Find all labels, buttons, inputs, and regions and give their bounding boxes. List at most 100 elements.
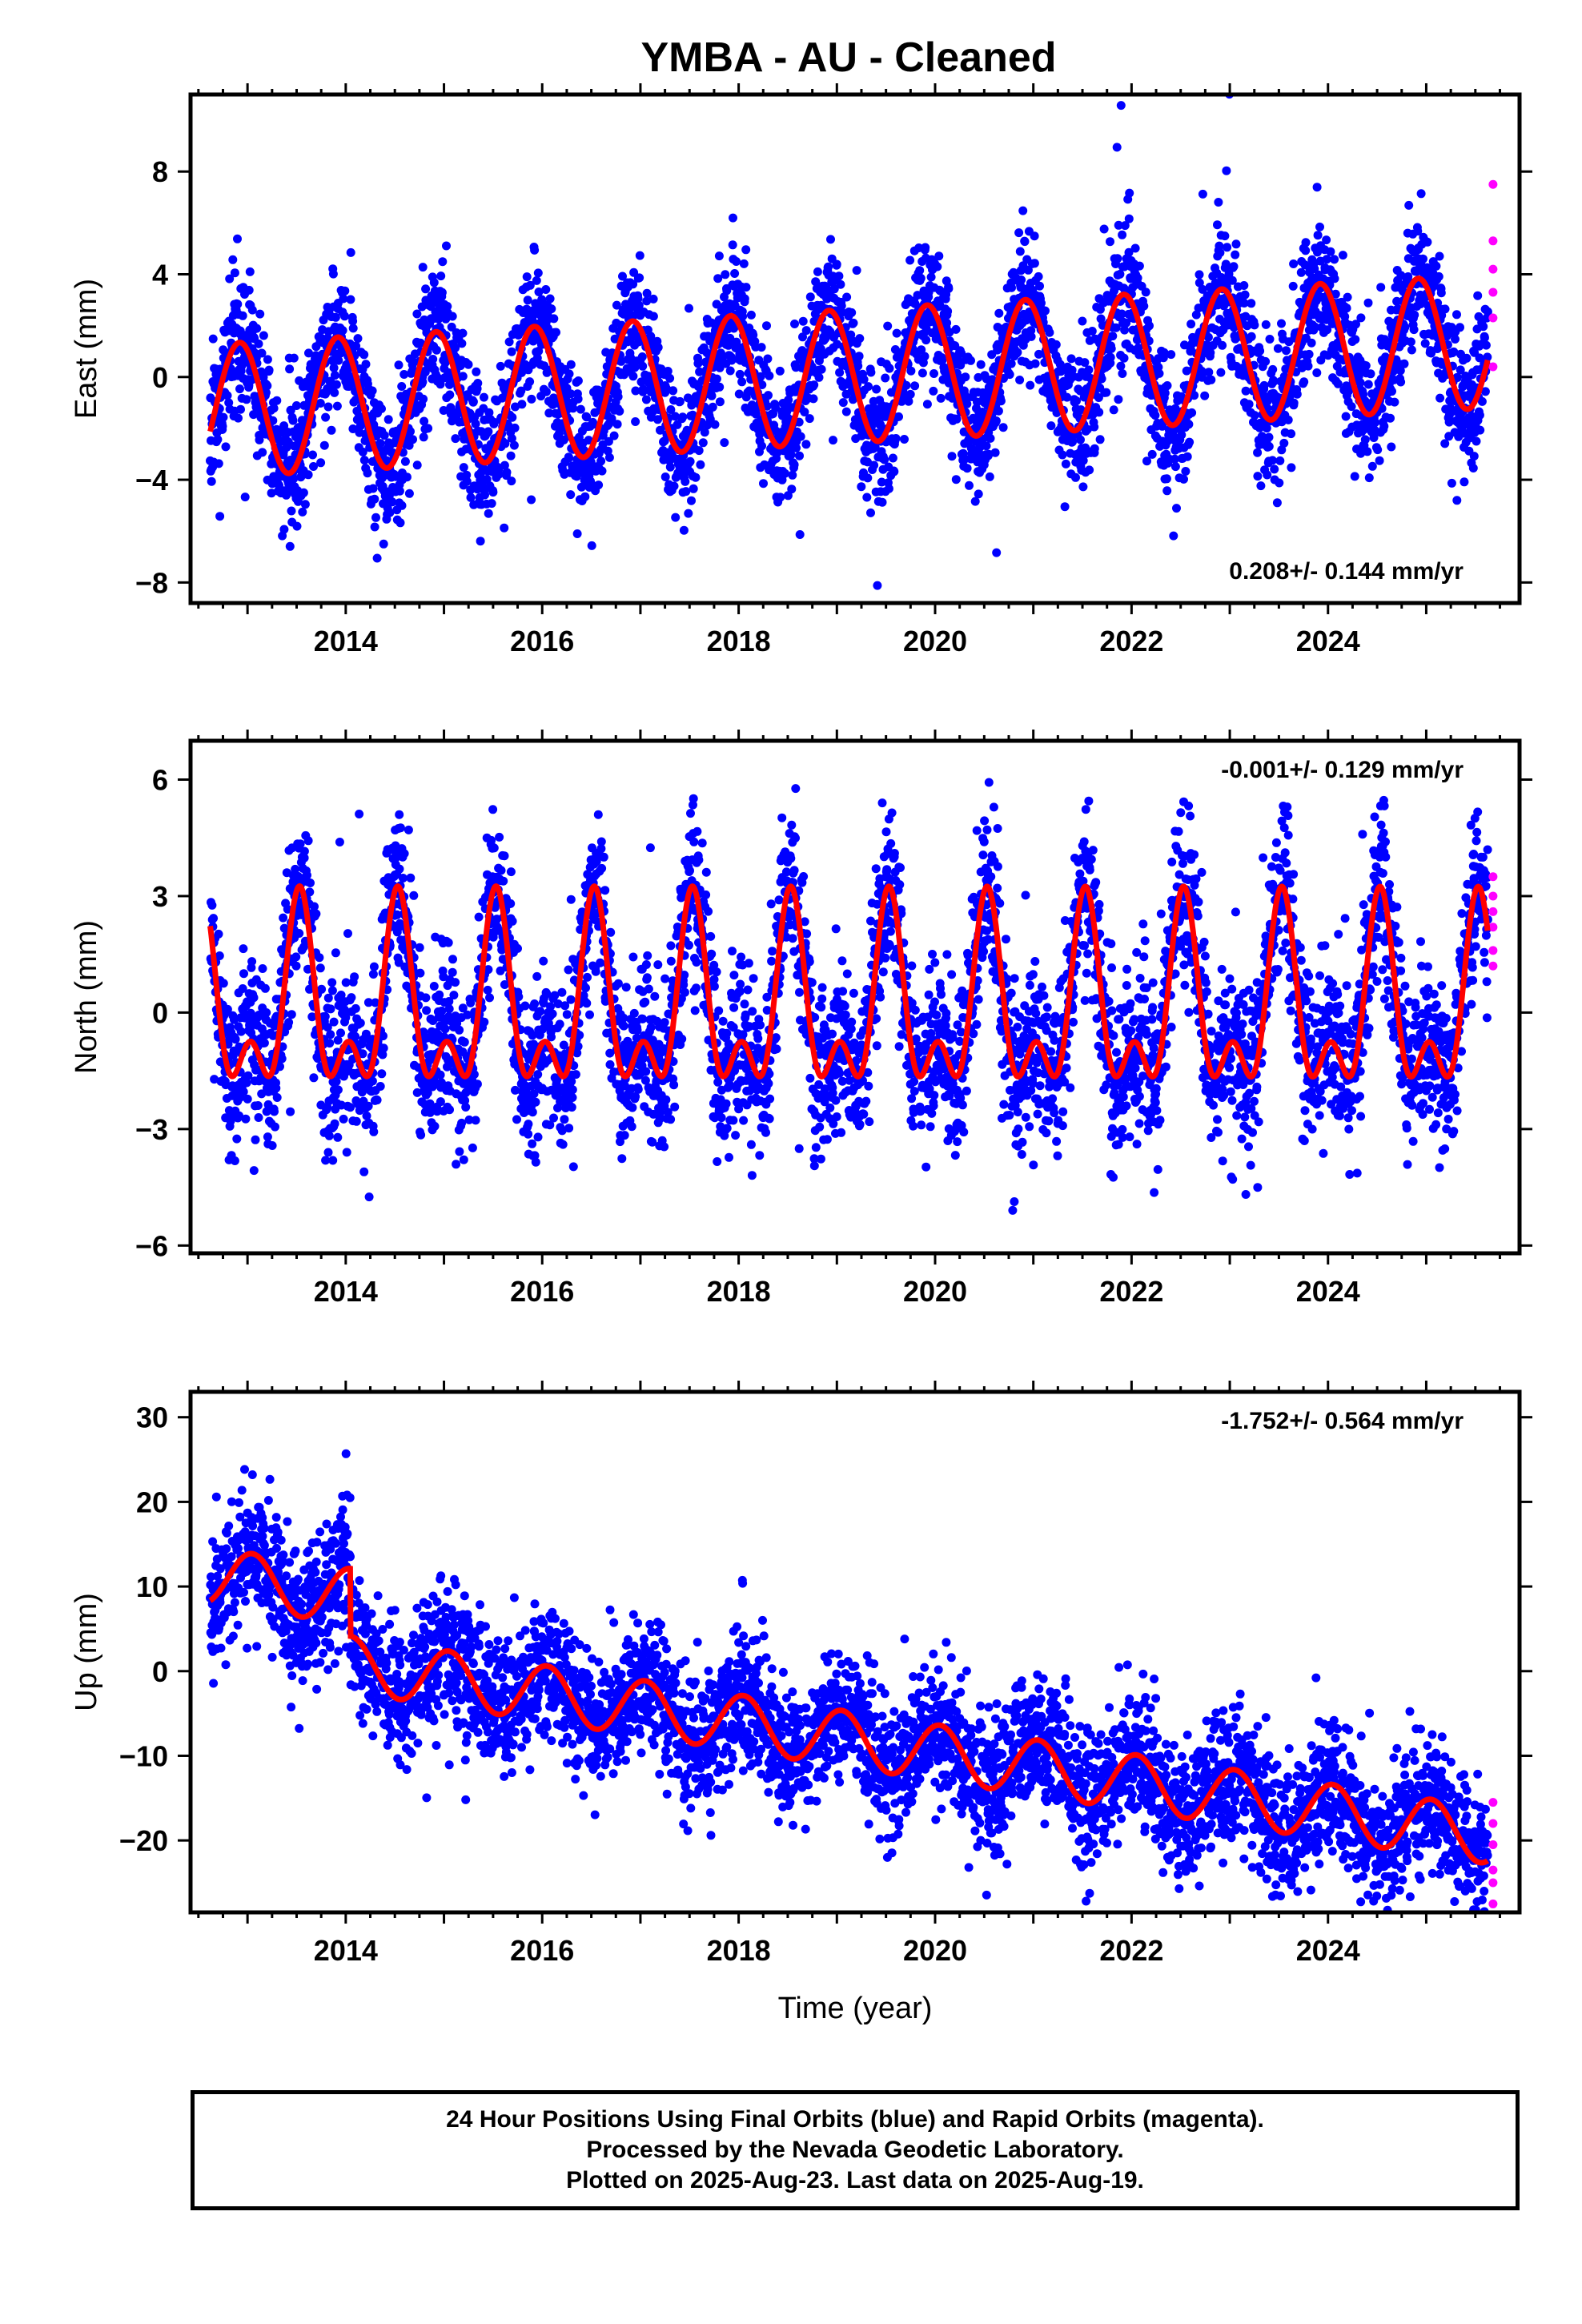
east-data-point	[507, 347, 516, 356]
east-data-point	[1275, 456, 1285, 465]
east-data-point	[1030, 231, 1039, 241]
east-data-point	[847, 308, 857, 317]
east-data-point	[849, 318, 858, 328]
east-data-point	[694, 446, 704, 456]
east-data-point	[642, 288, 652, 298]
east-data-point	[517, 400, 527, 409]
east-data-point	[1034, 271, 1043, 281]
east-data-point	[916, 274, 926, 283]
east-data-point	[813, 267, 822, 276]
east-data-point	[835, 368, 845, 377]
east-data-point	[1159, 348, 1169, 357]
east-data-point	[776, 493, 785, 502]
east-data-point	[1410, 310, 1419, 320]
east-data-point	[715, 382, 725, 392]
east-data-point	[338, 326, 347, 336]
east-data-point	[1097, 374, 1106, 384]
east-data-point	[506, 451, 516, 460]
east-data-point	[795, 451, 804, 460]
east-data-point	[1041, 306, 1050, 316]
east-data-point	[1216, 368, 1226, 377]
east-data-point	[587, 541, 596, 550]
east-data-point	[476, 537, 485, 546]
east-data-point	[1270, 464, 1279, 474]
east-data-point	[1373, 445, 1383, 455]
east-data-point	[921, 336, 931, 345]
east-data-point	[328, 269, 338, 279]
east-data-point	[1076, 435, 1085, 444]
east-data-point	[442, 241, 451, 251]
east-data-point	[817, 364, 826, 374]
east-data-point	[1315, 222, 1324, 231]
east-data-point	[472, 367, 481, 376]
east-data-point	[859, 375, 869, 384]
east-data-point	[985, 472, 994, 481]
east-data-point	[685, 304, 693, 313]
east-data-point	[929, 386, 938, 396]
east-data-point	[1117, 309, 1126, 319]
east-data-point	[1046, 421, 1056, 431]
east-data-point	[669, 481, 679, 491]
north-data-point	[230, 1156, 239, 1165]
east-data-point	[994, 406, 1003, 416]
east-data-point	[334, 356, 343, 365]
east-data-point	[917, 368, 927, 378]
east-data-point	[1363, 380, 1373, 389]
north-data-point	[328, 1156, 338, 1165]
east-data-point	[974, 489, 983, 499]
east-data-point	[665, 462, 675, 472]
east-data-point	[684, 509, 693, 518]
east-data-point	[1375, 456, 1384, 465]
chart-title: YMBA - AU - Cleaned	[640, 34, 1057, 81]
east-data-point	[287, 506, 296, 516]
north-data-point	[398, 874, 408, 883]
east-data-point	[857, 482, 866, 492]
east-data-point	[936, 393, 946, 403]
east-data-point	[1423, 237, 1432, 247]
east-data-point	[633, 294, 643, 304]
east-data-point	[321, 412, 331, 422]
east-data-point	[566, 360, 576, 369]
east-data-point	[1301, 238, 1311, 247]
east-data-point	[1371, 418, 1380, 427]
east-data-point	[1195, 270, 1204, 279]
east-data-point	[951, 475, 961, 485]
east-data-point	[319, 440, 329, 450]
east-data-point	[1087, 327, 1097, 336]
east-data-point	[910, 381, 920, 391]
east-data-point	[961, 372, 970, 382]
east-data-point	[852, 266, 861, 275]
east-data-point	[379, 431, 389, 440]
east-data-point	[375, 439, 385, 448]
east-data-point	[788, 470, 797, 480]
north-data-point	[259, 1038, 269, 1047]
east-data-point	[507, 476, 516, 486]
east-data-point	[641, 395, 651, 404]
east-data-point	[877, 477, 886, 487]
east-data-point	[883, 321, 893, 331]
east-data-point	[670, 412, 680, 421]
east-data-point	[462, 470, 472, 480]
north-data-point	[350, 972, 359, 982]
east-data-point	[615, 407, 624, 416]
east-data-point	[1186, 320, 1196, 329]
east-data-point	[254, 339, 263, 348]
east-data-point	[1114, 395, 1123, 404]
east-data-point	[976, 360, 986, 369]
east-data-point	[1264, 442, 1274, 451]
east-data-point	[397, 382, 407, 391]
east-data-point	[759, 479, 768, 489]
east-data-point	[1154, 368, 1164, 378]
north-data-point	[406, 873, 416, 883]
east-data-point	[894, 412, 903, 421]
east-data-point	[607, 414, 616, 424]
east-data-point	[346, 247, 355, 257]
east-data-point	[534, 287, 544, 296]
east-data-point	[547, 304, 556, 314]
east-data-point	[917, 345, 926, 355]
north-data-point	[369, 962, 379, 971]
east-data-point	[1301, 246, 1311, 255]
east-data-point	[1045, 328, 1054, 337]
east-data-point	[596, 456, 606, 466]
north-data-point	[271, 1084, 281, 1093]
